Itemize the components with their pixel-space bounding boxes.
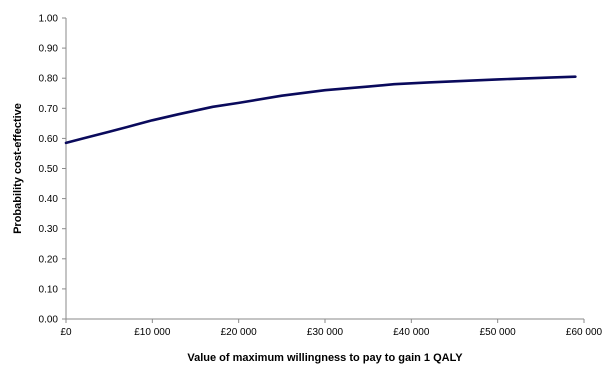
series-line (64, 75, 577, 145)
x-tick-label: £0 (60, 327, 72, 338)
series-layer (64, 75, 577, 145)
x-tick-label: £40 000 (393, 327, 430, 338)
y-tick-label: 0.10 (39, 284, 59, 295)
y-tick-label: 0.80 (39, 74, 59, 85)
y-tick-label: 0.50 (39, 164, 59, 175)
x-tick-label: £60 000 (566, 327, 603, 338)
y-tick-label: 0.30 (39, 224, 59, 235)
y-axis-title: Probability cost-effective (12, 103, 24, 234)
y-tick-label: 0.60 (39, 134, 59, 145)
y-tick-label: 0.90 (39, 44, 59, 55)
x-axis-ticks: £0 £10 000 £20 000 £30 000 £40 000 £50 000 £60… (60, 319, 603, 338)
y-tick-label: 0.40 (39, 194, 59, 205)
x-tick-label: £10 000 (134, 327, 171, 338)
y-axis-ticks: 0.00 0.10 0.20 0.30 0.40 0.50 0.60 0.70 0.80 0.90… (39, 14, 66, 326)
x-axis-title: Value of maximum willingness to pay to g… (187, 352, 463, 364)
y-tick-label: 0.70 (39, 104, 59, 115)
x-tick-label: £20 000 (221, 327, 258, 338)
x-tick-label: £30 000 (307, 327, 344, 338)
x-tick-label: £50 000 (480, 327, 517, 338)
y-tick-label: 1.00 (39, 14, 59, 25)
y-tick-label: 0.00 (39, 315, 59, 326)
y-tick-label: 0.20 (39, 254, 59, 265)
